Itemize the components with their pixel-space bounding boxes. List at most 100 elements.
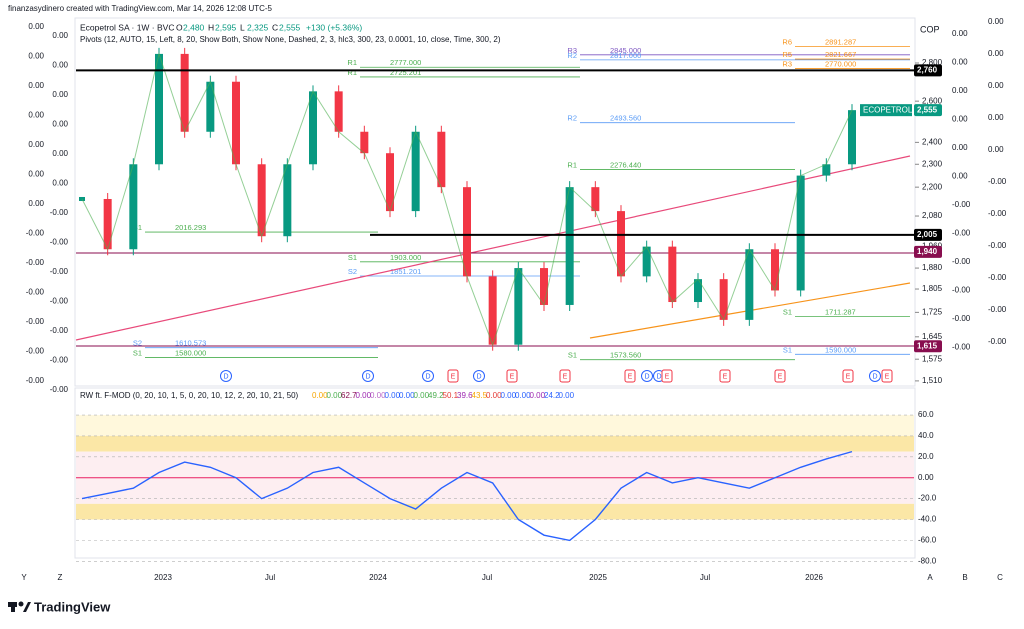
candle <box>540 268 548 305</box>
side-scale-label: 0.00 <box>988 49 1004 58</box>
event-icon <box>842 369 854 383</box>
price-label: 1,940 <box>917 247 938 256</box>
candle <box>386 153 394 212</box>
candle <box>437 131 446 188</box>
price-tick-label: 2,080 <box>922 211 943 220</box>
pivot-value: 1580.000 <box>175 349 206 358</box>
price-label: 2,005 <box>917 230 938 239</box>
candle <box>309 91 317 165</box>
side-scale-label: 0.00 <box>952 115 968 124</box>
candle <box>591 187 600 212</box>
candle <box>796 175 805 291</box>
pivot-value: 1573.560 <box>610 351 641 360</box>
time-label: Jul <box>482 573 492 582</box>
candle <box>848 110 856 165</box>
indicator-value: 0.00 <box>312 391 328 400</box>
price-label-box <box>914 228 942 241</box>
event-icon <box>422 370 434 382</box>
indicator-band <box>76 415 914 436</box>
indicator-tick-label: -40.0 <box>918 515 937 524</box>
event-letter: E <box>628 373 633 380</box>
indicator-band <box>76 435 914 452</box>
side-scale-label: -0.00 <box>50 267 69 276</box>
event-letter: E <box>846 373 851 380</box>
candle <box>694 279 702 303</box>
pivot-name: S1 <box>348 253 357 262</box>
footer-button[interactable]: C <box>997 573 1003 582</box>
footer-button[interactable]: A <box>927 573 933 582</box>
candle <box>565 187 574 305</box>
event-letter: D <box>644 373 649 380</box>
indicator-value: 0.00 <box>327 391 343 400</box>
candle <box>771 249 779 291</box>
indicator-tick-label: 20.0 <box>918 452 934 461</box>
side-scale-label: -0.00 <box>50 356 69 365</box>
pivot-value: 2845.000 <box>610 46 641 55</box>
time-label: 2025 <box>589 573 607 582</box>
side-scale-label: 0.00 <box>952 58 968 67</box>
pivot-value: 1711.287 <box>825 307 856 316</box>
pivot-name: S1 <box>783 345 792 354</box>
price-label: 2,760 <box>917 66 938 75</box>
pivot-value: 2777.000 <box>390 58 421 67</box>
pivot-name: R5 <box>782 50 792 59</box>
price-tick-label: 1,880 <box>922 263 943 272</box>
side-scale-label: 0.00 <box>52 179 68 188</box>
price-label-box <box>914 64 942 77</box>
attribution: finanzasydinero created with TradingView… <box>8 4 273 13</box>
side-scale-label: 0.00 <box>28 140 44 149</box>
pivot-name: R2 <box>567 114 577 123</box>
brand-logo <box>8 601 31 612</box>
event-icon <box>220 370 232 382</box>
side-scale-label: -0.00 <box>26 376 45 385</box>
price-label: 2,555 <box>917 105 938 114</box>
pivot-value: 1610.573 <box>175 339 206 348</box>
side-scale-label: -0.00 <box>952 200 971 209</box>
pivot-name: S1 <box>133 223 142 232</box>
ohlc-value: 2,595 <box>215 22 237 32</box>
side-scale-label: -0.00 <box>26 258 45 267</box>
side-scale-label: 0.00 <box>52 120 68 129</box>
candle <box>745 249 754 320</box>
side-scale-label: -0.00 <box>952 229 971 238</box>
side-scale-label: -0.00 <box>988 273 1007 282</box>
price-label-box <box>914 340 942 353</box>
event-letter: D <box>365 373 370 380</box>
event-letter: D <box>476 373 481 380</box>
time-label: Jul <box>700 573 710 582</box>
ohlc-value: 2,325 <box>247 22 269 32</box>
candle <box>411 131 420 212</box>
symbol: Ecopetrol SA · 1W · BVC <box>80 22 174 32</box>
indicator-tick-label: 40.0 <box>918 431 934 440</box>
indicator-value: 0.00 <box>486 391 502 400</box>
indicator-value: 50.1 <box>443 391 459 400</box>
event-icon <box>506 369 518 383</box>
ohlc-value: 2,480 <box>183 22 205 32</box>
price-tick-label: 2,200 <box>922 182 943 191</box>
indicator-band <box>76 503 914 520</box>
indicator-value: 43.5 <box>472 391 488 400</box>
ohlc-key: L <box>240 22 245 32</box>
indicator-value: 0.00 <box>356 391 372 400</box>
price-tick-label: 2,600 <box>922 96 943 105</box>
time-label: 2023 <box>154 573 172 582</box>
price-label-box <box>914 104 942 117</box>
side-scale-label: -0.00 <box>988 209 1007 218</box>
footer-button[interactable]: B <box>962 573 967 582</box>
footer-button[interactable]: Y <box>21 573 27 582</box>
event-letter: E <box>778 373 783 380</box>
time-label: 2024 <box>369 573 387 582</box>
side-scale-label: 0.00 <box>988 145 1004 154</box>
footer-button[interactable]: Z <box>58 573 63 582</box>
indicator-value: 0.00 <box>399 391 415 400</box>
ohlc-key: C <box>272 22 278 32</box>
price-tick-label: 1,575 <box>922 354 943 363</box>
indicator-pane <box>74 387 916 559</box>
side-scale-label: -0.00 <box>988 337 1007 346</box>
price-tick-label: 2,400 <box>922 137 943 146</box>
price-tick-label: 2,800 <box>922 58 943 67</box>
pivots-legend: Pivots (12, AUTO, 15, Left, 8, 20, Show … <box>80 35 501 44</box>
candle <box>103 198 112 250</box>
pivot-value: 2725.201 <box>390 68 421 77</box>
pivot-value: 2817.000 <box>610 51 641 60</box>
